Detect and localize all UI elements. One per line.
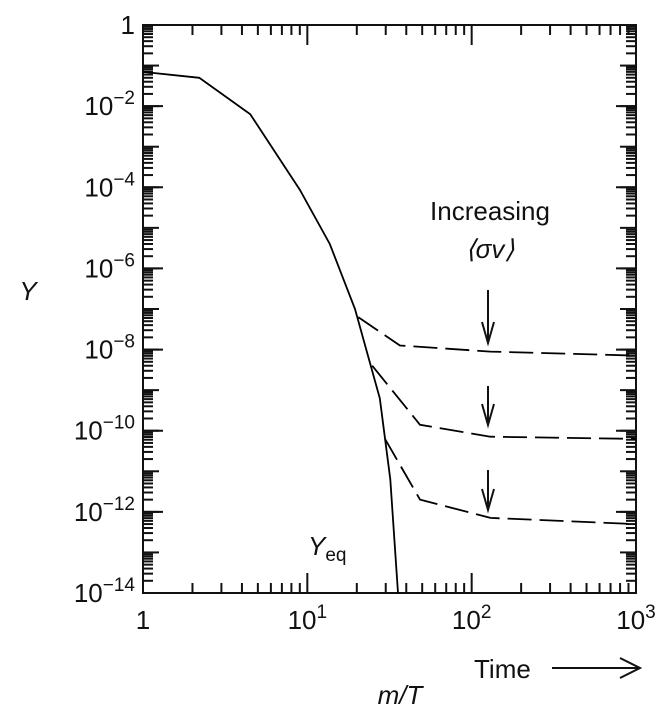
time-arrow [552,657,643,679]
tick-base: 10 [74,578,103,608]
arrows [481,290,495,514]
y-tick-label: 10−4 [84,169,135,202]
series-line [371,365,637,440]
y-axis-label: Y [19,276,38,306]
tick-exponent: −14 [103,575,136,596]
tick-base: 10 [452,605,481,635]
tick-exponent: −8 [113,332,135,353]
tick-exponent: −12 [103,494,135,515]
annotation: ⟨σv⟩ [466,234,515,264]
series-line [357,316,637,357]
tick-base: 10 [74,416,103,446]
y-tick-label: 10−14 [74,575,136,608]
tick-exponent: 3 [645,602,656,623]
series-line [384,438,637,525]
tick-exponent: 1 [317,602,328,623]
tick-exponent: 2 [481,602,492,623]
y-tick-label: 10−12 [74,494,135,527]
tick-base: 10 [74,497,103,527]
y-tick-label: 10−10 [74,413,135,446]
series-line [142,71,399,594]
tick-exponent: −4 [113,169,135,190]
tick-exponent: −2 [113,88,135,109]
curve-label-text: Y [308,531,327,561]
x-tick-label: 101 [288,602,328,635]
x-tick-label: 1 [136,605,150,635]
y-tick-label: 10−8 [84,332,135,365]
annotation: Time [474,654,531,684]
tick-exponent: −10 [103,413,135,434]
tick-base: 10 [84,91,113,121]
annotation: Increasing [430,196,550,226]
y-tick-label: 10−2 [84,88,135,121]
curve-label: Yeq [308,531,346,566]
plot-frame [142,24,637,594]
x-axis-label: m/T [378,680,425,710]
tick-base: 10 [616,605,645,635]
x-tick-label: 102 [452,602,492,635]
y-tick-label: 1 [121,10,135,40]
x-tick-label: 103 [616,602,656,635]
tick-base: 10 [84,335,113,365]
y-tick-label: 10−6 [84,250,135,283]
tick-base: 10 [84,253,113,283]
tick-base: 10 [84,172,113,202]
minor-ticks [143,25,636,594]
tick-exponent: −6 [113,250,135,271]
tick-base: 10 [288,605,317,635]
curve-label-sub: eq [325,545,346,566]
